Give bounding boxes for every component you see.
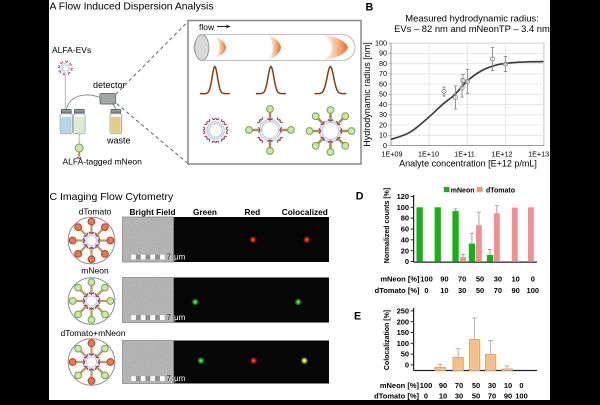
svg-text:0: 0 [531, 275, 535, 284]
svg-text:30: 30 [455, 392, 463, 401]
svg-text:flow: flow [199, 22, 215, 32]
svg-text:0: 0 [424, 392, 428, 401]
svg-text:1E+09: 1E+09 [382, 150, 403, 159]
svg-text:30: 30 [458, 286, 466, 295]
svg-text:100: 100 [397, 339, 410, 348]
svg-text:50: 50 [472, 381, 480, 390]
svg-text:μm: μm [174, 374, 186, 383]
svg-text:120: 120 [397, 192, 410, 201]
svg-text:mNeon: mNeon [81, 266, 109, 276]
svg-text:7: 7 [167, 313, 172, 322]
svg-text:Hydrodynamic radius [nm]: Hydrodynamic radius [nm] [362, 42, 372, 147]
svg-text:20: 20 [379, 120, 387, 129]
svg-text:1E+10: 1E+10 [418, 150, 439, 159]
svg-text:EVs – 82 nm and mNeonTP – 3.4: EVs – 82 nm and mNeonTP – 3.4 nm [394, 23, 550, 34]
svg-text:80: 80 [379, 59, 387, 68]
svg-text:dTomato [%]: dTomato [%] [374, 392, 419, 401]
svg-text:10: 10 [439, 392, 447, 401]
svg-text:90: 90 [512, 286, 520, 295]
svg-text:Red: Red [245, 207, 261, 217]
svg-text:7: 7 [167, 374, 172, 383]
svg-text:30: 30 [488, 381, 496, 390]
svg-text:80: 80 [401, 214, 409, 223]
svg-text:70: 70 [488, 392, 496, 401]
svg-text:Green: Green [193, 207, 217, 217]
svg-text:A Flow Induced Dispersion Anal: A Flow Induced Dispersion Analysis [50, 1, 214, 12]
svg-text:50: 50 [476, 286, 484, 295]
svg-text:ALFA-tagged mNeon: ALFA-tagged mNeon [63, 157, 143, 167]
svg-text:Measured hydrodynamic radius:: Measured hydrodynamic radius: [405, 13, 538, 24]
svg-text:Normalized counts [%]: Normalized counts [%] [384, 188, 391, 263]
svg-text:0: 0 [405, 257, 409, 266]
svg-text:μm: μm [174, 253, 186, 262]
svg-text:50: 50 [476, 275, 484, 284]
svg-text:Bright Field: Bright Field [129, 207, 175, 217]
svg-text:mNeon [%]: mNeon [%] [380, 381, 420, 390]
svg-text:10: 10 [512, 275, 520, 284]
svg-text:1E+11: 1E+11 [454, 150, 474, 159]
svg-text:100: 100 [420, 275, 433, 284]
svg-text:70: 70 [458, 275, 466, 284]
svg-text:100: 100 [420, 381, 433, 390]
svg-text:E: E [354, 311, 361, 323]
svg-text:90: 90 [504, 392, 512, 401]
svg-text:60: 60 [401, 225, 409, 234]
svg-text:mNeon [%]: mNeon [%] [380, 275, 420, 284]
svg-text:ALFA-EVs: ALFA-EVs [52, 45, 91, 55]
svg-text:30: 30 [494, 275, 502, 284]
svg-text:μm: μm [174, 313, 186, 322]
svg-text:B: B [366, 2, 374, 14]
svg-text:100: 100 [375, 39, 387, 48]
svg-text:60: 60 [379, 79, 387, 88]
svg-text:0: 0 [383, 141, 387, 150]
svg-text:70: 70 [455, 381, 463, 390]
svg-text:100: 100 [515, 392, 528, 401]
svg-text:waste: waste [106, 136, 131, 146]
svg-text:90: 90 [439, 381, 447, 390]
svg-text:10: 10 [504, 381, 512, 390]
svg-text:90: 90 [440, 275, 448, 284]
svg-text:0: 0 [519, 381, 523, 390]
svg-text:50: 50 [379, 90, 387, 99]
svg-text:100: 100 [397, 203, 410, 212]
svg-text:70: 70 [379, 69, 387, 78]
svg-text:40: 40 [379, 100, 387, 109]
svg-text:70: 70 [494, 286, 502, 295]
svg-text:C Imaging Flow Cytometry: C Imaging Flow Cytometry [50, 191, 174, 203]
svg-text:dTomato: dTomato [486, 188, 515, 195]
svg-text:10: 10 [379, 131, 387, 140]
svg-text:D: D [356, 191, 364, 203]
svg-text:dTomato: dTomato [79, 207, 112, 217]
svg-text:200: 200 [397, 317, 410, 326]
svg-text:0: 0 [405, 361, 409, 370]
svg-text:250: 250 [397, 307, 410, 316]
svg-text:detector: detector [93, 80, 126, 90]
svg-text:10: 10 [440, 286, 448, 295]
svg-text:Analyte concentration [E+12 p/: Analyte concentration [E+12 p/mL] [399, 159, 537, 169]
svg-text:Colocalized: Colocalized [282, 207, 328, 217]
svg-text:150: 150 [397, 328, 410, 337]
svg-text:1E+13: 1E+13 [528, 150, 549, 159]
svg-text:mNeon: mNeon [451, 188, 475, 195]
svg-text:30: 30 [379, 110, 387, 119]
svg-text:Colocalization [%]: Colocalization [%] [384, 310, 391, 370]
svg-text:50: 50 [472, 392, 480, 401]
svg-text:50: 50 [401, 350, 409, 359]
svg-text:0: 0 [424, 286, 428, 295]
svg-text:40: 40 [401, 235, 409, 244]
svg-text:100: 100 [527, 286, 540, 295]
svg-text:90: 90 [379, 49, 387, 58]
svg-text:1E+12: 1E+12 [492, 150, 513, 159]
svg-text:20: 20 [401, 246, 409, 255]
svg-text:dTomato+mNeon: dTomato+mNeon [61, 328, 126, 338]
svg-text:7: 7 [167, 253, 172, 262]
svg-text:dTomato [%]: dTomato [%] [375, 286, 420, 295]
